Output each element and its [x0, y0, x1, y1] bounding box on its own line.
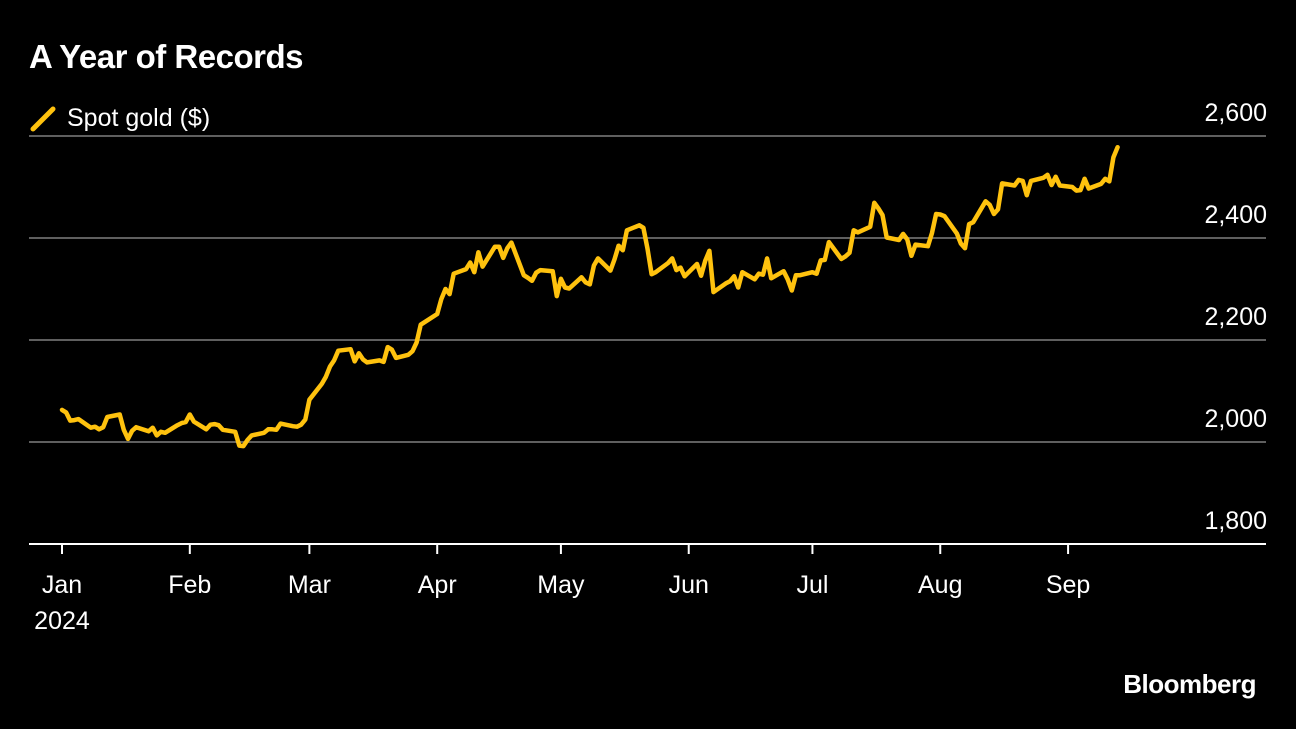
x-tick-label: Sep: [1046, 571, 1090, 599]
x-tick-label: Apr: [418, 571, 457, 599]
legend-label: Spot gold ($): [67, 104, 211, 132]
x-tick-label: Jun: [669, 571, 709, 599]
series-line-spot-gold: [59, 144, 1120, 449]
x-tick-label: May: [537, 571, 585, 599]
x-tick-label: Jul: [796, 571, 828, 599]
x-tick-label: Feb: [168, 571, 211, 599]
x-tick-label: Jan: [42, 571, 82, 599]
x-tick-label: Aug: [918, 571, 962, 599]
legend-swatch-line-icon: [30, 106, 56, 131]
y-tick-label: 2,400: [1204, 201, 1267, 229]
chart-title: A Year of Records: [29, 38, 303, 75]
y-tick-label: 2,000: [1204, 405, 1267, 433]
y-tick-label: 2,600: [1204, 99, 1267, 127]
y-tick-label: 2,200: [1204, 303, 1267, 331]
x-tick-label: Mar: [288, 571, 331, 599]
x-tick-sublabel: 2024: [34, 607, 90, 635]
bloomberg-logo: Bloomberg: [1123, 669, 1256, 699]
legend: Spot gold ($): [29, 104, 210, 133]
y-tick-label: 1,800: [1204, 507, 1267, 535]
